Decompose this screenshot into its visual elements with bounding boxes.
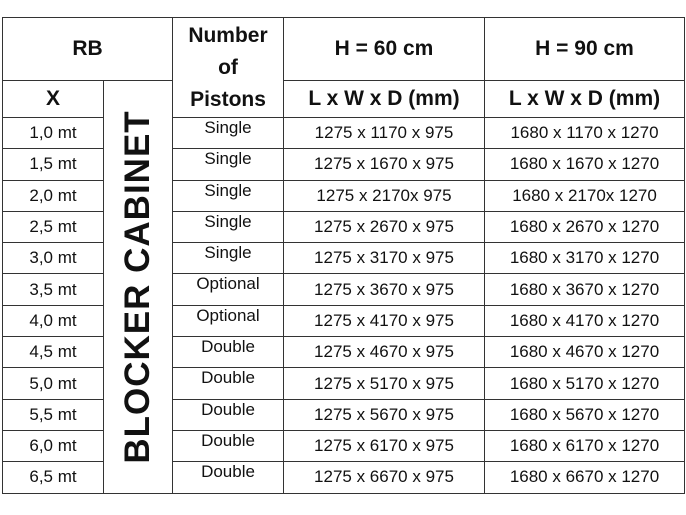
header-dims-h90: L x W x D (mm) bbox=[484, 80, 685, 118]
blocker-cabinet-spec-table: RB Number of Pistons H = 60 cm H = 90 cm… bbox=[2, 17, 685, 494]
table-row: 3,5 mt Optional 1275 x 3670 x 975 1680 x 36… bbox=[2, 273, 685, 306]
header-pistons-line-2: of bbox=[218, 55, 238, 79]
row-pistons: Single bbox=[172, 242, 284, 275]
row-dims-h60: 1275 x 5170 x 975 bbox=[283, 367, 485, 400]
row-x-length: 6,0 mt bbox=[2, 429, 104, 463]
header-pistons-line-3: Pistons bbox=[190, 87, 266, 111]
row-dims-h60: 1275 x 2670 x 975 bbox=[283, 210, 485, 244]
row-dims-h60: 1275 x 2170x 975 bbox=[283, 179, 485, 212]
table-row: 1,0 mt Single 1275 x 1170 x 975 1680 x 1170… bbox=[2, 116, 685, 150]
header-h90: H = 90 cm bbox=[484, 17, 685, 81]
row-dims-h90: 1680 x 3170 x 1270 bbox=[484, 242, 685, 275]
row-dims-h60: 1275 x 6670 x 975 bbox=[283, 461, 485, 494]
row-x-length: 1,0 mt bbox=[2, 116, 104, 150]
row-dims-h90: 1680 x 6170 x 1270 bbox=[484, 429, 685, 463]
row-x-length: 1,5 mt bbox=[2, 148, 104, 181]
row-dims-h90: 1680 x 1170 x 1270 bbox=[484, 116, 685, 150]
row-pistons: Optional bbox=[172, 273, 284, 306]
row-pistons: Optional bbox=[172, 304, 284, 338]
row-dims-h60: 1275 x 3170 x 975 bbox=[283, 242, 485, 275]
table-row: 1,5 mt Single 1275 x 1670 x 975 1680 x 1670… bbox=[2, 148, 685, 181]
row-dims-h90: 1680 x 4170 x 1270 bbox=[484, 304, 685, 338]
row-dims-h60: 1275 x 5670 x 975 bbox=[283, 398, 485, 431]
row-pistons: Double bbox=[172, 336, 284, 369]
header-h60: H = 60 cm bbox=[283, 17, 485, 81]
header-dims-h60: L x W x D (mm) bbox=[283, 80, 485, 118]
row-pistons: Double bbox=[172, 398, 284, 431]
row-pistons: Single bbox=[172, 148, 284, 181]
header-rb: RB bbox=[2, 17, 173, 81]
row-dims-h90: 1680 x 5170 x 1270 bbox=[484, 367, 685, 400]
row-dims-h90: 1680 x 6670 x 1270 bbox=[484, 461, 685, 494]
row-dims-h60: 1275 x 1170 x 975 bbox=[283, 116, 485, 150]
header-pistons-line-1: Number bbox=[188, 23, 268, 47]
row-dims-h60: 1275 x 4170 x 975 bbox=[283, 304, 485, 338]
row-x-length: 4,5 mt bbox=[2, 336, 104, 369]
row-x-length: 3,0 mt bbox=[2, 242, 104, 275]
header-number-of-pistons: Number of Pistons bbox=[172, 17, 284, 118]
blocker-cabinet-label: BLOCKER CABINET bbox=[118, 110, 157, 464]
row-x-length: 5,0 mt bbox=[2, 367, 104, 400]
header-x: X bbox=[2, 80, 104, 118]
row-dims-h60: 1275 x 4670 x 975 bbox=[283, 336, 485, 369]
row-dims-h60: 1275 x 1670 x 975 bbox=[283, 148, 485, 181]
row-dims-h90: 1680 x 4670 x 1270 bbox=[484, 336, 685, 369]
row-pistons: Double bbox=[172, 461, 284, 494]
row-x-length: 4,0 mt bbox=[2, 304, 104, 338]
row-pistons: Single bbox=[172, 210, 284, 244]
row-x-length: 2,5 mt bbox=[2, 210, 104, 244]
row-dims-h90: 1680 x 2170x 1270 bbox=[484, 179, 685, 212]
row-x-length: 2,0 mt bbox=[2, 179, 104, 212]
table-row: 3,0 mt Single 1275 x 3170 x 975 1680 x 3170… bbox=[2, 242, 685, 275]
row-pistons: Single bbox=[172, 116, 284, 150]
table-row: 2,5 mt Single 1275 x 2670 x 975 1680 x 2670… bbox=[2, 210, 685, 244]
table-row: 4,0 mt Optional 1275 x 4170 x 975 1680 x 41… bbox=[2, 304, 685, 338]
row-pistons: Single bbox=[172, 179, 284, 212]
row-pistons: Double bbox=[172, 367, 284, 400]
table-row: 6,0 mt Double 1275 x 6170 x 975 1680 x 6170… bbox=[2, 429, 685, 463]
blocker-cabinet-label-cell: BLOCKER CABINET bbox=[103, 80, 173, 494]
table-row: 6,5 mt Double 1275 x 6670 x 975 1680 x 6670… bbox=[2, 461, 685, 494]
row-x-length: 3,5 mt bbox=[2, 273, 104, 306]
row-dims-h90: 1680 x 1670 x 1270 bbox=[484, 148, 685, 181]
row-dims-h90: 1680 x 3670 x 1270 bbox=[484, 273, 685, 306]
row-dims-h90: 1680 x 5670 x 1270 bbox=[484, 398, 685, 431]
row-pistons: Double bbox=[172, 429, 284, 463]
row-dims-h60: 1275 x 3670 x 975 bbox=[283, 273, 485, 306]
row-x-length: 5,5 mt bbox=[2, 398, 104, 431]
table-row: 4,5 mt Double 1275 x 4670 x 975 1680 x 4670… bbox=[2, 336, 685, 369]
row-x-length: 6,5 mt bbox=[2, 461, 104, 494]
row-dims-h60: 1275 x 6170 x 975 bbox=[283, 429, 485, 463]
row-dims-h90: 1680 x 2670 x 1270 bbox=[484, 210, 685, 244]
table-row: 2,0 mt Single 1275 x 2170x 975 1680 x 2170x… bbox=[2, 179, 685, 212]
